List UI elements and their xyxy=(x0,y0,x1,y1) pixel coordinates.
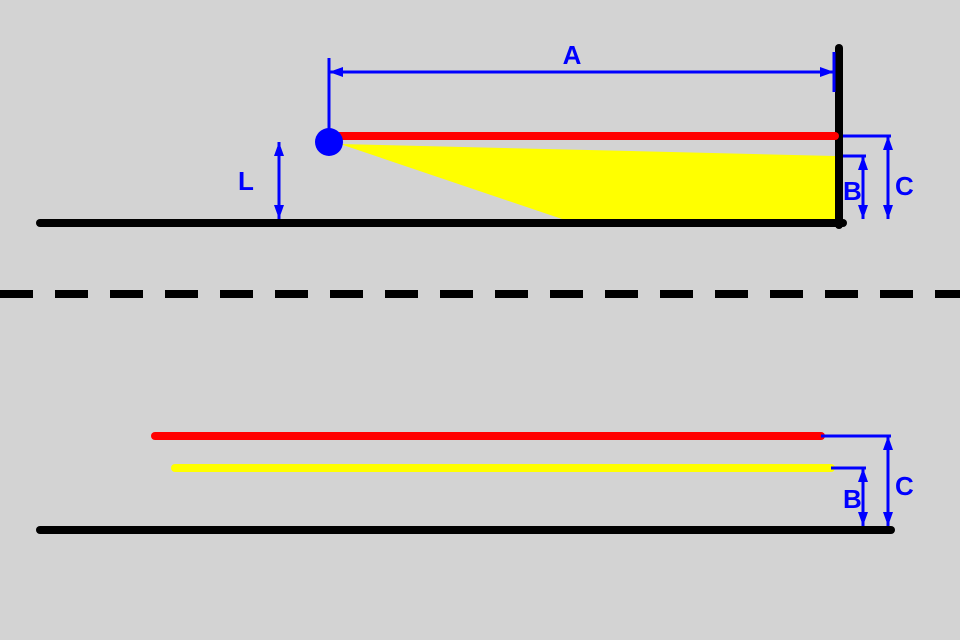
background xyxy=(0,0,960,640)
dim-label-B: B xyxy=(843,176,862,206)
dim-label-A: A xyxy=(563,40,582,70)
dim-label-C: C xyxy=(895,171,914,201)
diagram-canvas: A L B C B C xyxy=(0,0,960,640)
dim-label-C: C xyxy=(895,471,914,501)
dim-label-L: L xyxy=(238,166,254,196)
dim-label-B: B xyxy=(843,484,862,514)
